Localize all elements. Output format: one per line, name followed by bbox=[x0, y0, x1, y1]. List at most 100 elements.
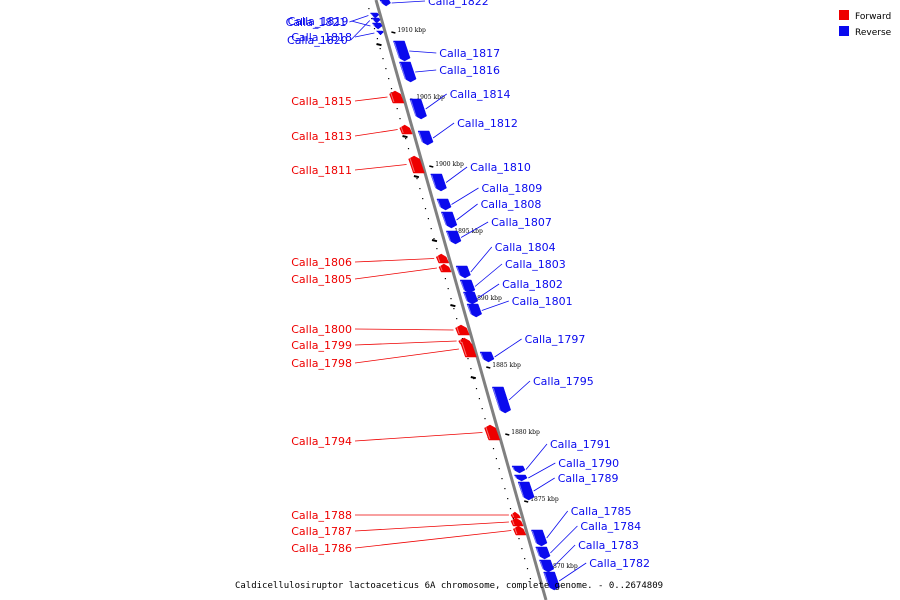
gene-label[interactable]: Calla_1785 bbox=[571, 505, 632, 518]
gene-label[interactable]: Calla_1811 bbox=[291, 164, 352, 177]
gene-feature-reverse[interactable] bbox=[417, 130, 434, 146]
gene-feature-reverse[interactable] bbox=[379, 0, 391, 7]
gene-feature-forward[interactable] bbox=[510, 517, 524, 527]
tick-dot bbox=[453, 308, 455, 310]
gene-label[interactable]: Calla_1815 bbox=[291, 95, 352, 108]
tick-dot bbox=[484, 418, 486, 420]
gene-label[interactable]: Calla_1808 bbox=[481, 198, 542, 211]
gene-feature-reverse[interactable] bbox=[535, 546, 551, 560]
gene-label[interactable]: Calla_1822 bbox=[428, 0, 489, 8]
gene-feature-forward[interactable] bbox=[435, 253, 450, 264]
gene-feature-forward[interactable] bbox=[399, 124, 413, 135]
gene-feature-reverse[interactable] bbox=[543, 571, 561, 591]
gene-feature-reverse[interactable] bbox=[369, 12, 380, 19]
gene-feature-reverse[interactable] bbox=[375, 30, 384, 36]
gene-feature-reverse[interactable] bbox=[531, 529, 548, 547]
gene-leader-line bbox=[553, 544, 576, 567]
gene-feature-reverse[interactable] bbox=[459, 279, 476, 294]
gene-feature-reverse[interactable] bbox=[491, 386, 512, 414]
gene-label[interactable]: Calla_1798 bbox=[291, 357, 352, 370]
gene-feature-highlight bbox=[400, 125, 404, 134]
gene-feature-highlight bbox=[393, 41, 401, 61]
gene-leader-line bbox=[354, 96, 388, 102]
gene-feature-reverse[interactable] bbox=[440, 211, 458, 229]
gene-label[interactable]: Calla_1786 bbox=[291, 542, 352, 555]
chromosome-backbone bbox=[374, 0, 548, 600]
gene-feature-reverse[interactable] bbox=[539, 559, 555, 573]
tick-dash bbox=[431, 239, 438, 243]
gene-feature-reverse[interactable] bbox=[436, 198, 452, 211]
gene-feature-reverse[interactable] bbox=[371, 17, 381, 24]
gene-label[interactable]: Calla_1791 bbox=[550, 438, 611, 451]
gene-label[interactable]: Calla_1821 bbox=[286, 16, 347, 29]
gene-label[interactable]: Calla_1809 bbox=[482, 182, 543, 195]
gene-label[interactable]: Calla_1807 bbox=[491, 216, 552, 229]
gene-label[interactable]: Calla_1797 bbox=[525, 333, 586, 346]
tick-dash bbox=[413, 175, 420, 179]
tick-dot bbox=[475, 388, 478, 390]
gene-label[interactable]: Calla_1799 bbox=[291, 339, 352, 352]
gene-label[interactable]: Calla_1800 bbox=[291, 323, 352, 336]
gene-feature-reverse[interactable] bbox=[517, 481, 535, 501]
gene-label[interactable]: Calla_1782 bbox=[589, 557, 650, 570]
gene-feature-forward[interactable] bbox=[512, 525, 527, 536]
gene-label[interactable]: Calla_1787 bbox=[291, 525, 352, 538]
gene-label[interactable]: Calla_1789 bbox=[558, 472, 619, 485]
gene-leader-line bbox=[391, 0, 426, 4]
gene-label[interactable]: Calla_1790 bbox=[558, 457, 619, 470]
gene-feature-forward[interactable] bbox=[460, 340, 477, 358]
gene-feature-reverse[interactable] bbox=[463, 291, 479, 305]
gene-feature-highlight bbox=[511, 518, 515, 526]
gene-label[interactable]: Calla_1810 bbox=[470, 161, 531, 174]
gene-leader-line bbox=[354, 521, 509, 532]
gene-feature-forward[interactable] bbox=[408, 155, 425, 174]
gene-feature-reverse[interactable] bbox=[445, 230, 462, 245]
tick-dot bbox=[447, 288, 449, 290]
tick-dash bbox=[376, 43, 382, 47]
gene-feature-reverse[interactable] bbox=[430, 173, 447, 192]
kbp-tick-mark bbox=[429, 165, 434, 168]
gene-feature-reverse[interactable] bbox=[455, 265, 471, 279]
gene-feature-reverse[interactable] bbox=[479, 351, 495, 363]
gene-label[interactable]: Calla_1794 bbox=[291, 435, 352, 448]
gene-feature-forward[interactable] bbox=[389, 90, 405, 104]
gene-label[interactable]: Calla_1801 bbox=[512, 295, 573, 308]
gene-label[interactable]: Calla_1805 bbox=[291, 273, 352, 286]
gene-label[interactable]: Calla_1817 bbox=[439, 47, 500, 60]
gene-feature-highlight bbox=[399, 62, 407, 82]
gene-feature-forward[interactable] bbox=[438, 263, 452, 273]
gene-label[interactable]: Calla_1784 bbox=[580, 520, 641, 533]
gene-leader-line bbox=[460, 221, 489, 238]
gene-label[interactable]: Calla_1812 bbox=[457, 117, 518, 130]
tick-dot bbox=[430, 228, 432, 230]
gene-label[interactable]: Calla_1814 bbox=[450, 88, 511, 101]
gene-label[interactable]: Calla_1804 bbox=[495, 241, 556, 254]
gene-feature-highlight bbox=[459, 338, 462, 344]
gene-feature-reverse[interactable] bbox=[511, 465, 526, 474]
kbp-tick-label: 1880 kbp bbox=[511, 429, 540, 436]
gene-label[interactable]: Calla_1819 bbox=[288, 15, 349, 28]
gene-feature-reverse[interactable] bbox=[409, 98, 427, 120]
gene-label[interactable]: Calla_1806 bbox=[291, 256, 352, 269]
tick-dot bbox=[433, 238, 435, 240]
gene-label[interactable]: Calla_1816 bbox=[439, 64, 500, 77]
gene-label[interactable]: Calla_1803 bbox=[505, 258, 566, 271]
gene-feature-forward[interactable] bbox=[455, 324, 470, 336]
gene-feature-highlight bbox=[511, 512, 515, 518]
gene-feature-reverse[interactable] bbox=[513, 474, 528, 482]
gene-label[interactable]: Calla_1795 bbox=[533, 375, 594, 388]
gene-label[interactable]: Calla_1820 bbox=[287, 34, 348, 47]
gene-label[interactable]: Calla_1788 bbox=[291, 509, 352, 522]
gene-label[interactable]: Calla_1813 bbox=[291, 130, 352, 143]
gene-feature-reverse[interactable] bbox=[399, 61, 417, 83]
gene-feature-reverse[interactable] bbox=[466, 303, 483, 318]
legend-label-forward: Forward bbox=[855, 12, 891, 22]
gene-label[interactable]: Calla_1802 bbox=[502, 278, 563, 291]
gene-feature-reverse[interactable] bbox=[371, 22, 383, 30]
gene-feature-forward[interactable] bbox=[510, 511, 522, 519]
kbp-tick-mark bbox=[391, 31, 396, 34]
gene-label[interactable]: Calla_1783 bbox=[578, 539, 639, 552]
gene-feature-forward[interactable] bbox=[484, 424, 501, 441]
gene-feature-reverse[interactable] bbox=[393, 40, 411, 62]
gene-label[interactable]: Calla_1818 bbox=[291, 31, 352, 44]
